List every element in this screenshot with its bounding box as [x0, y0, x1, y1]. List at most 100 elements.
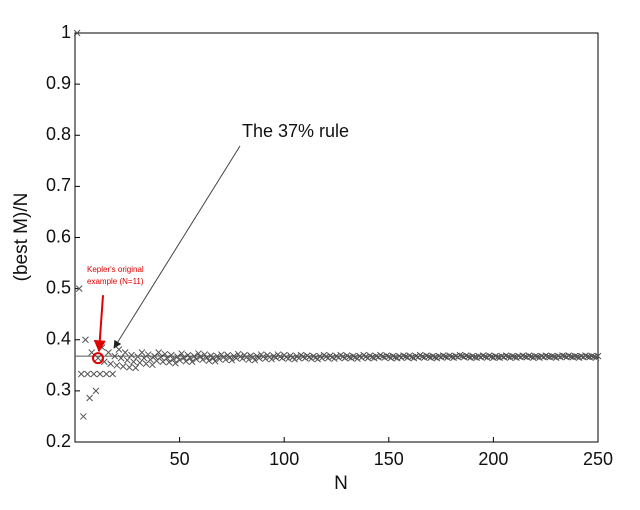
data-point	[184, 351, 192, 359]
data-point	[418, 353, 426, 360]
highlight-label: example (N=11)	[87, 277, 144, 286]
data-point	[213, 352, 221, 360]
y-tick-label: 1	[61, 22, 71, 42]
data-point	[291, 355, 299, 363]
x-tick-label: 50	[170, 449, 190, 469]
data-point	[105, 349, 112, 356]
data-point	[109, 370, 117, 378]
y-tick-label: 0.3	[46, 380, 71, 400]
data-point	[251, 356, 259, 364]
data-point	[588, 352, 596, 360]
data-point	[481, 353, 489, 360]
data-point	[107, 360, 114, 368]
data-point	[278, 354, 286, 362]
data-point	[582, 352, 589, 359]
data-point	[192, 355, 200, 363]
data-point	[96, 370, 104, 378]
data-point	[456, 351, 464, 359]
data-point	[565, 352, 573, 359]
data-point	[123, 356, 131, 364]
data-point	[408, 353, 416, 361]
data-point	[383, 352, 391, 359]
data-point	[82, 336, 89, 344]
data-point	[90, 370, 98, 378]
x-tick-label: 250	[583, 449, 613, 469]
data-point	[128, 351, 135, 359]
data-point	[239, 355, 246, 363]
data-point	[232, 354, 240, 362]
data-point	[521, 353, 529, 360]
data-point	[103, 370, 110, 378]
data-point	[462, 352, 470, 359]
data-point	[77, 370, 85, 378]
data-point	[176, 356, 183, 364]
data-point	[75, 285, 83, 292]
data-point	[157, 353, 165, 361]
data-point	[211, 357, 219, 365]
data-point	[272, 354, 280, 361]
data-point	[402, 353, 409, 360]
data-point	[531, 352, 539, 360]
data-point	[94, 354, 102, 362]
data-point	[163, 354, 171, 362]
data-point	[201, 351, 209, 358]
data-point	[197, 353, 204, 360]
data-point	[209, 354, 217, 362]
data-point	[195, 350, 202, 357]
data-point	[132, 364, 140, 372]
data-point	[245, 356, 252, 364]
data-point	[190, 352, 198, 360]
data-point	[126, 364, 133, 371]
y-tick-label: 0.8	[46, 124, 71, 144]
data-point	[494, 353, 501, 361]
y-tick-label: 0.9	[46, 73, 71, 93]
data-point	[429, 352, 437, 360]
data-point	[571, 352, 579, 360]
data-point	[318, 354, 326, 362]
data-point	[73, 29, 81, 37]
data-point	[441, 353, 449, 360]
data-point	[439, 352, 447, 359]
plot-frame	[74, 32, 599, 443]
data-point	[452, 352, 460, 360]
y-tick-label: 0.5	[46, 277, 71, 297]
data-point	[203, 354, 211, 361]
data-point	[144, 351, 152, 358]
data-point	[121, 349, 129, 356]
x-tick-label: 150	[374, 449, 404, 469]
data-point	[92, 387, 100, 395]
data-point	[161, 350, 169, 358]
highlight-label: Kepler's original	[87, 265, 144, 274]
data-point	[167, 351, 175, 359]
data-point	[372, 352, 380, 360]
data-point	[479, 352, 487, 359]
data-point	[268, 355, 276, 363]
x-axis-label: N	[334, 473, 348, 494]
data-point	[349, 352, 357, 360]
data-point	[262, 355, 269, 363]
data-point	[485, 352, 493, 359]
data-point	[86, 394, 93, 402]
data-point	[119, 362, 127, 370]
data-point	[594, 352, 602, 360]
data-point	[199, 356, 206, 364]
data-point	[178, 350, 186, 357]
data-point	[255, 354, 263, 362]
y-tick-label: 0.4	[46, 329, 71, 349]
x-tick-label: 100	[269, 449, 299, 469]
data-point	[508, 352, 516, 360]
data-point	[222, 356, 229, 364]
annotation-arrow	[113, 145, 241, 349]
data-point	[368, 353, 376, 361]
data-point	[228, 356, 236, 364]
data-point	[314, 355, 322, 363]
data-point	[174, 353, 181, 360]
data-point	[391, 353, 399, 361]
data-point	[155, 349, 163, 356]
data-point	[492, 352, 499, 360]
y-tick-label: 0.6	[46, 226, 71, 246]
data-point	[111, 352, 119, 360]
data-point	[412, 352, 420, 360]
data-point	[295, 354, 303, 362]
